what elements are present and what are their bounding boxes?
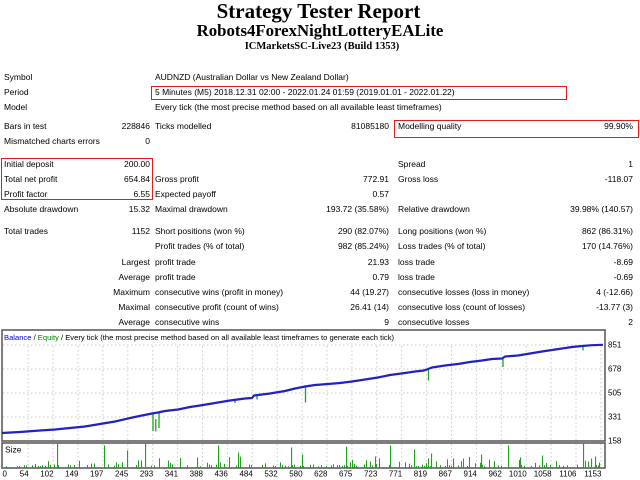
- svg-text:0: 0: [3, 470, 8, 479]
- svg-text:158: 158: [608, 437, 622, 446]
- svg-text:1058: 1058: [534, 470, 552, 479]
- svg-text:245: 245: [115, 470, 129, 479]
- svg-text:771: 771: [389, 470, 403, 479]
- svg-text:484: 484: [239, 470, 253, 479]
- svg-text:293: 293: [140, 470, 154, 479]
- svg-text:532: 532: [264, 470, 278, 479]
- svg-text:678: 678: [608, 365, 622, 374]
- svg-text:197: 197: [90, 470, 104, 479]
- svg-text:819: 819: [414, 470, 428, 479]
- svg-text:505: 505: [608, 389, 622, 398]
- svg-text:102: 102: [40, 470, 54, 479]
- svg-text:628: 628: [314, 470, 328, 479]
- svg-text:1010: 1010: [509, 470, 527, 479]
- svg-text:341: 341: [165, 470, 179, 479]
- svg-text:962: 962: [488, 470, 502, 479]
- svg-text:723: 723: [364, 470, 378, 479]
- svg-text:851: 851: [608, 341, 622, 350]
- svg-text:580: 580: [289, 470, 303, 479]
- svg-text:Balance / Equity / Every tick: Balance / Equity / Every tick (the most …: [4, 333, 395, 342]
- svg-text:388: 388: [190, 470, 204, 479]
- svg-text:436: 436: [215, 470, 229, 479]
- svg-text:149: 149: [65, 470, 79, 479]
- svg-text:54: 54: [20, 470, 29, 479]
- svg-text:331: 331: [608, 413, 622, 422]
- svg-text:1153: 1153: [584, 470, 602, 479]
- svg-text:914: 914: [464, 470, 478, 479]
- svg-text:Size: Size: [5, 445, 22, 455]
- svg-text:675: 675: [339, 470, 353, 479]
- svg-text:867: 867: [439, 470, 453, 479]
- svg-text:1106: 1106: [559, 470, 577, 479]
